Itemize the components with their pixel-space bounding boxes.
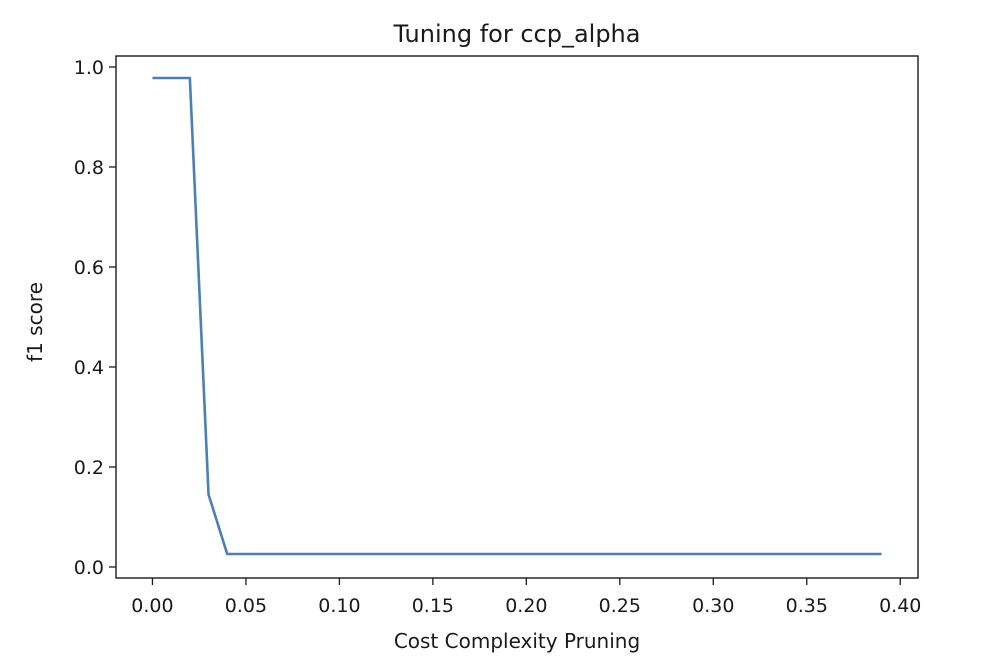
chart-title: Tuning for ccp_alpha — [393, 20, 641, 48]
y-axis-label: f1 score — [23, 282, 47, 362]
series-line — [152, 76, 882, 556]
y-tick-label: 1.0 — [74, 57, 104, 79]
y-tick-label: 0.8 — [74, 157, 104, 179]
x-tick-label: 0.00 — [131, 595, 173, 617]
x-axis-label: Cost Complexity Pruning — [394, 629, 640, 653]
x-tick-label: 0.40 — [879, 595, 921, 617]
x-tick-label: 0.30 — [692, 595, 734, 617]
plot-area: 0.00 0.05 0.10 0.15 0.20 0.25 0.30 0.35 0.40 0.0 0… — [74, 57, 922, 617]
x-tick-label: 0.35 — [786, 595, 828, 617]
y-tick-label: 0.4 — [74, 357, 104, 379]
y-tick-label: 0.6 — [74, 257, 104, 279]
x-tick-label: 0.15 — [412, 595, 454, 617]
x-tick-label: 0.20 — [505, 595, 547, 617]
x-tick-label: 0.25 — [599, 595, 641, 617]
plot-frame — [115, 55, 919, 579]
x-tick-label: 0.05 — [225, 595, 267, 617]
x-tick-label: 0.10 — [318, 595, 360, 617]
y-tick-label: 0.2 — [74, 457, 104, 479]
y-tick-label: 0.0 — [74, 557, 104, 579]
